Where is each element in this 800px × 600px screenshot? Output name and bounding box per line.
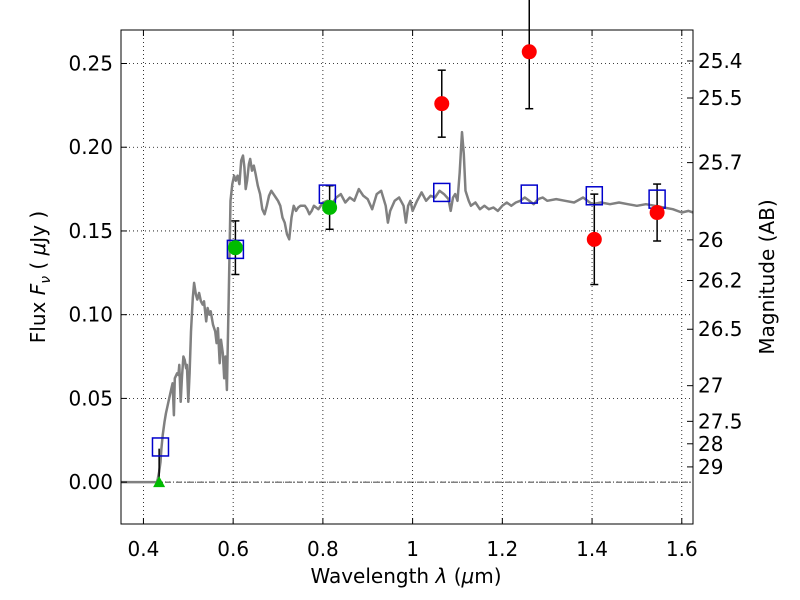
plot-frame <box>120 29 694 525</box>
x-tick-label: 1.2 <box>486 537 518 561</box>
sed-curve <box>121 130 693 484</box>
data-point-green <box>227 240 243 256</box>
y-axis-label: Flux Fν ( μJy ) <box>26 211 54 343</box>
mag-tick-label: 25.7 <box>698 151 743 175</box>
x-tick-label: 1 <box>406 537 419 561</box>
data-point-red <box>521 44 537 60</box>
data-point-green <box>322 200 338 216</box>
model-square <box>585 186 604 206</box>
upper-limit-triangle <box>153 476 166 488</box>
mag-tick-label: 25.4 <box>698 49 743 73</box>
mag-tick-label: 27.5 <box>698 409 743 433</box>
mag-tick-label: 26.2 <box>698 269 743 293</box>
model-square <box>520 184 539 204</box>
x-tick-label: 0.6 <box>217 537 249 561</box>
y-tick-label: 0.10 <box>68 303 113 327</box>
data-point-red <box>649 205 665 221</box>
x-axis-label: Wavelength λ (μm) <box>310 564 501 588</box>
y-ticks: 0.00 0.05 0.10 0.15 0.20 0.25 <box>68 51 127 494</box>
y-tick-label: 0.05 <box>68 386 113 410</box>
x-tick-label: 0.4 <box>128 537 160 561</box>
data-point-red <box>586 231 602 247</box>
mag-tick-label: 26.5 <box>698 317 743 341</box>
x-tick-label: 1.4 <box>576 537 608 561</box>
mag-tick-label: 29 <box>698 455 723 479</box>
x-ticks: 0.4 0.6 0.8 1 1.2 1.4 1.6 <box>128 30 698 561</box>
y-tick-label: 0.00 <box>68 470 113 494</box>
mag-tick-label: 28 <box>698 432 723 456</box>
right-axis-label: Magnitude (AB) <box>755 199 779 354</box>
x-tick-label: 1.6 <box>666 537 698 561</box>
model-square <box>433 182 451 203</box>
y-tick-label: 0.25 <box>68 51 113 75</box>
marker-layer <box>151 44 666 488</box>
y-tick-label: 0.15 <box>68 219 113 243</box>
data-point-red <box>434 96 450 112</box>
mag-tick-label: 25.5 <box>698 86 743 110</box>
model-square <box>151 437 170 457</box>
sed-layer <box>121 130 693 484</box>
x-tick-label: 0.8 <box>307 537 339 561</box>
mag-tick-label: 26 <box>698 228 723 252</box>
y-tick-label: 0.20 <box>68 135 113 159</box>
mag-tick-label: 27 <box>698 374 723 398</box>
